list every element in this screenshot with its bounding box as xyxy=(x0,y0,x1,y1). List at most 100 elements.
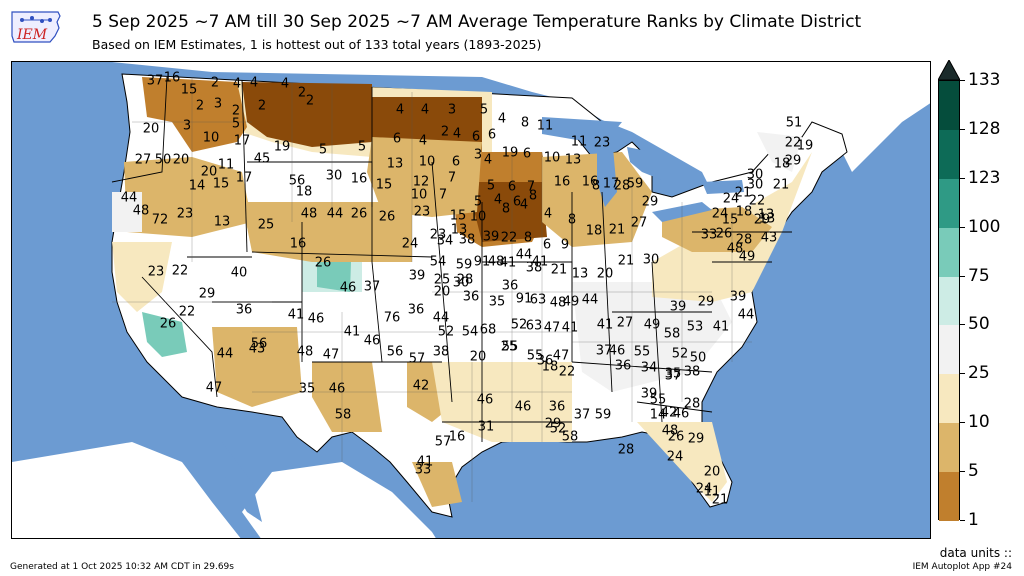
district-rank-label: 29 xyxy=(544,416,562,432)
colorbar xyxy=(938,80,960,522)
district-rank-label: 18 xyxy=(295,184,313,200)
district-rank-label: 53 xyxy=(686,319,704,335)
colorbar-band xyxy=(939,374,959,424)
district-rank-label: 2 xyxy=(297,85,307,101)
district-rank-label: 52 xyxy=(437,324,455,340)
district-rank-label: 4 xyxy=(543,206,553,222)
district-rank-label: 48 xyxy=(487,254,505,270)
colorbar-tick-mark xyxy=(960,80,965,81)
district-rank-label: 38 xyxy=(432,344,450,360)
district-rank-label: 30 xyxy=(746,167,764,183)
district-rank-label: 26 xyxy=(159,316,177,332)
district-rank-label: 7 xyxy=(526,179,536,195)
district-rank-label: 12 xyxy=(412,174,430,190)
district-rank-label: 36 xyxy=(462,289,480,305)
district-rank-label: 56 xyxy=(250,336,268,352)
district-rank-label: 8 xyxy=(591,178,601,194)
district-rank-label: 5 xyxy=(318,142,328,158)
district-rank-label: 34 xyxy=(436,233,454,249)
district-rank-label: 52 xyxy=(671,346,689,362)
district-borders xyxy=(112,77,752,502)
district-rank-label: 5 xyxy=(473,194,483,210)
district-rank-label: 46 xyxy=(363,333,381,349)
district-rank-label: 44 xyxy=(326,206,344,222)
district-rank-label: 41 xyxy=(416,454,434,470)
district-rank-label: 21 xyxy=(711,492,729,508)
district-rank-label: 6 xyxy=(451,154,461,170)
district-rank-label: 16 xyxy=(581,174,599,190)
district-rank-label: 6 xyxy=(522,146,532,162)
district-rank-label: 59 xyxy=(594,407,612,423)
district-rank-label: 37 xyxy=(573,407,591,423)
district-rank-label: 37 xyxy=(146,73,164,89)
district-rank-label: 44 xyxy=(216,346,234,362)
district-rank-label: 58 xyxy=(561,429,579,445)
district-rank-label: 41 xyxy=(561,320,579,336)
district-rank-label: 91 xyxy=(515,291,533,307)
district-rank-label: 16 xyxy=(163,70,181,86)
svg-text:IEM: IEM xyxy=(16,27,48,43)
district-rank-label: 20 xyxy=(703,464,721,480)
district-rank-label: 2 xyxy=(195,98,205,114)
district-rank-label: 7 xyxy=(438,187,448,203)
district-rank-label: 35 xyxy=(488,294,506,310)
district-rank-label: 16 xyxy=(289,236,307,252)
district-rank-label: 21 xyxy=(550,262,568,278)
district-rank-label: 10 xyxy=(410,187,428,203)
district-rank-label: 15 xyxy=(721,212,739,228)
colorbar-band xyxy=(939,81,959,131)
district-rank-label: 10 xyxy=(202,130,220,146)
district-rank-label: 39 xyxy=(729,289,747,305)
district-rank-label: 4 xyxy=(280,76,290,92)
district-rank-label: 37 xyxy=(664,368,682,384)
district-rank-label: 42 xyxy=(660,405,678,421)
district-rank-label: 8 xyxy=(567,212,577,228)
district-rank-label: 46 xyxy=(608,343,626,359)
district-rank-label: 48 xyxy=(296,344,314,360)
district-rank-label: 4 xyxy=(395,102,405,118)
district-rank-label: 56 xyxy=(386,344,404,360)
district-rank-label: 17 xyxy=(233,133,251,149)
colorbar-extend-arrow xyxy=(938,60,960,81)
district-rank-label: 2 xyxy=(440,124,450,140)
district-rank-label: 20 xyxy=(172,152,190,168)
district-rank-label: 28 xyxy=(617,442,635,458)
district-rank-label: 4 xyxy=(418,133,428,149)
district-rank-label: 48 xyxy=(661,423,679,439)
district-rank-label: 3 xyxy=(473,147,483,163)
us-map xyxy=(12,62,930,538)
district-rank-label: 49 xyxy=(738,249,756,265)
district-rank-label: 29 xyxy=(687,431,705,447)
district-rank-label: 36 xyxy=(235,302,253,318)
district-rank-label: 23 xyxy=(413,204,431,220)
district-rank-label: 55 xyxy=(633,344,651,360)
district-rank-label: 5 xyxy=(479,102,489,118)
district-rank-label: 48 xyxy=(132,203,150,219)
district-rank-label: 54 xyxy=(461,324,479,340)
district-rank-label: 13 xyxy=(757,207,775,223)
district-rank-label: 2 xyxy=(231,103,241,119)
district-rank-label: 46 xyxy=(307,311,325,327)
district-rank-label: 48 xyxy=(300,206,318,222)
colorbar-tick-mark xyxy=(960,520,965,521)
district-rank-label: 16 xyxy=(350,171,368,187)
colorbar-tick-label: 100 xyxy=(968,216,1001,237)
district-rank-label: 23 xyxy=(147,264,165,280)
colorbar-band xyxy=(939,325,959,375)
district-rank-label: 38 xyxy=(525,260,543,276)
state-borders xyxy=(111,76,792,442)
district-rank-label: 36 xyxy=(501,278,519,294)
district-rank-label: 41 xyxy=(712,319,730,335)
district-rank-label: 63 xyxy=(525,318,543,334)
district-rank-label: 35 xyxy=(664,366,682,382)
district-rank-label: 26 xyxy=(715,226,733,242)
district-rank-label: 54 xyxy=(429,254,447,270)
colorbar-tick-mark xyxy=(960,324,965,326)
district-rank-label: 31 xyxy=(477,419,495,435)
district-rank-label: 15 xyxy=(212,176,230,192)
district-rank-label: 15 xyxy=(449,208,467,224)
district-rank-label: 47 xyxy=(205,380,223,396)
district-rank-label: 6 xyxy=(392,131,402,147)
district-rank-label: 46 xyxy=(514,399,532,415)
colorbar-tick-label: 1 xyxy=(968,510,979,530)
